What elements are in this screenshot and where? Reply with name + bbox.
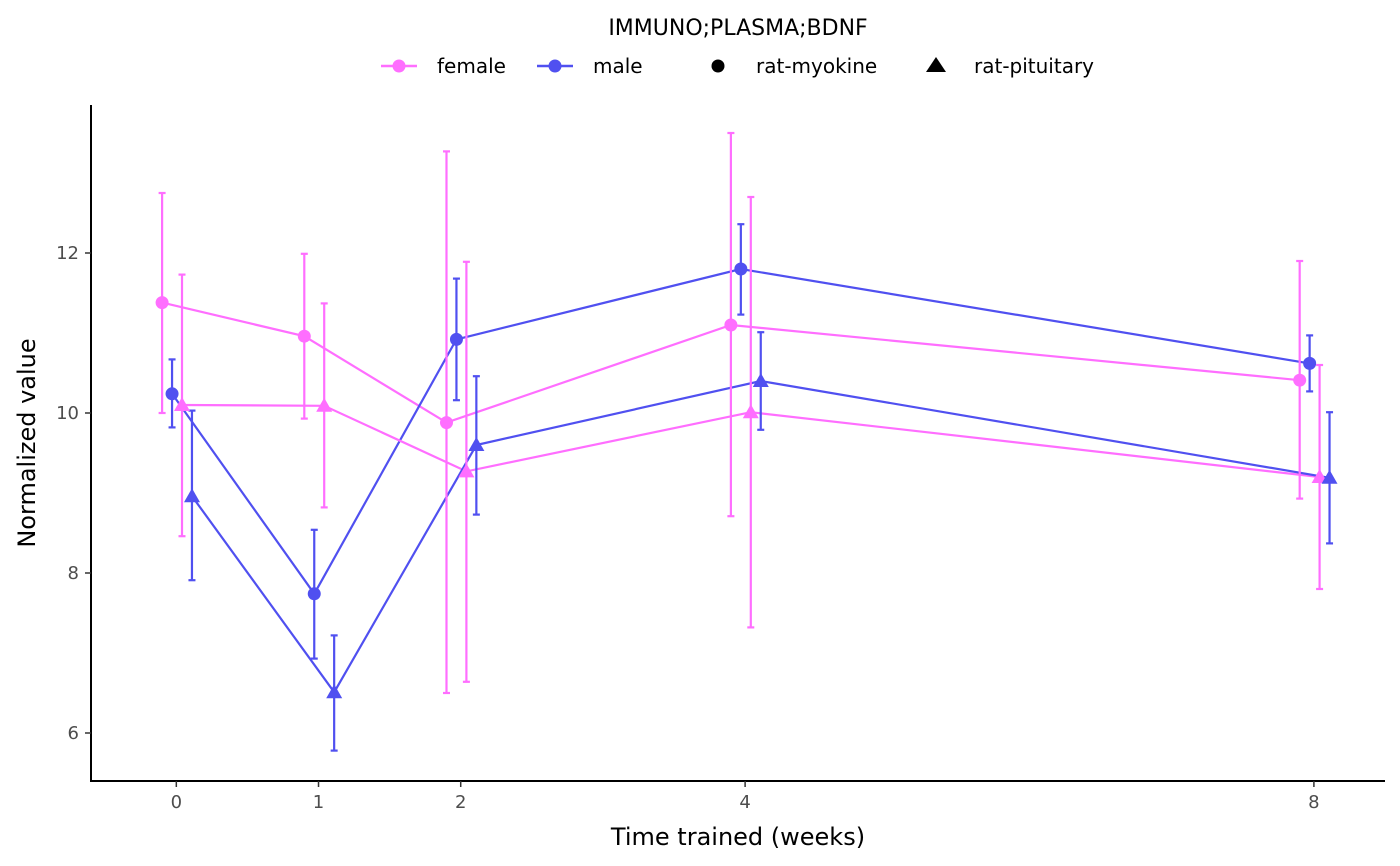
legend-swatch-female-dot xyxy=(392,59,406,73)
data-point-female-rat-myokine xyxy=(1293,373,1307,387)
data-point-female-rat-pituitary xyxy=(316,397,333,412)
x-ticks: 0 1 2 4 8 xyxy=(171,781,1320,813)
data-point-male-rat-pituitary xyxy=(468,437,485,451)
legend-swatch-pituitary-triangle xyxy=(926,57,946,72)
y-tick-label: 6 xyxy=(68,723,79,744)
legend-label-rat-myokine: rat-myokine xyxy=(756,54,877,78)
data-point-female-rat-myokine xyxy=(724,318,738,332)
data-point-male-rat-pituitary xyxy=(326,684,343,699)
legend-swatch-male-dot xyxy=(548,59,562,73)
data-point-female-rat-pituitary xyxy=(742,404,759,419)
data-points xyxy=(155,262,1338,699)
y-tick-label: 10 xyxy=(56,403,79,424)
legend-label-rat-pituitary: rat-pituitary xyxy=(974,54,1094,78)
x-tick-label: 1 xyxy=(313,792,324,813)
x-tick-label: 4 xyxy=(739,792,750,813)
y-tick-label: 8 xyxy=(68,563,79,584)
data-point-female-rat-pituitary xyxy=(174,397,190,411)
y-axis-title: Normalized value xyxy=(13,338,41,547)
data-point-female-rat-pituitary xyxy=(1311,469,1328,483)
data-point-male-rat-myokine xyxy=(165,387,179,401)
data-point-male-rat-myokine xyxy=(449,332,463,346)
data-point-male-rat-myokine xyxy=(307,587,321,601)
data-point-male-rat-myokine xyxy=(1303,356,1317,370)
data-point-male-rat-myokine xyxy=(734,262,748,276)
x-axis-title: Time trained (weeks) xyxy=(610,823,865,851)
data-point-male-rat-pituitary xyxy=(1321,469,1338,484)
y-tick-label: 12 xyxy=(56,243,79,264)
x-tick-label: 8 xyxy=(1308,792,1319,813)
data-point-female-rat-myokine xyxy=(155,296,169,310)
data-point-female-rat-myokine xyxy=(439,416,453,430)
series-lines xyxy=(161,267,1330,695)
axes xyxy=(90,105,1385,782)
series-line-male-rat-myokine xyxy=(171,267,1310,596)
x-tick-label: 0 xyxy=(171,792,182,813)
legend-title: IMMUNO;PLASMA;BDNF xyxy=(608,16,867,41)
legend-label-male: male xyxy=(593,54,643,78)
data-point-male-rat-pituitary xyxy=(184,488,200,503)
x-tick-label: 2 xyxy=(455,792,466,813)
legend-swatch-myokine-dot xyxy=(711,59,725,73)
data-point-female-rat-myokine xyxy=(297,329,311,343)
error-bars xyxy=(158,131,1334,752)
legend-label-female: female xyxy=(437,54,506,78)
legend: IMMUNO;PLASMA;BDNF female male rat-myoki… xyxy=(381,16,1094,78)
data-point-male-rat-pituitary xyxy=(752,373,769,387)
y-ticks: 6 8 10 12 xyxy=(56,243,91,744)
data-point-female-rat-pituitary xyxy=(458,463,475,478)
